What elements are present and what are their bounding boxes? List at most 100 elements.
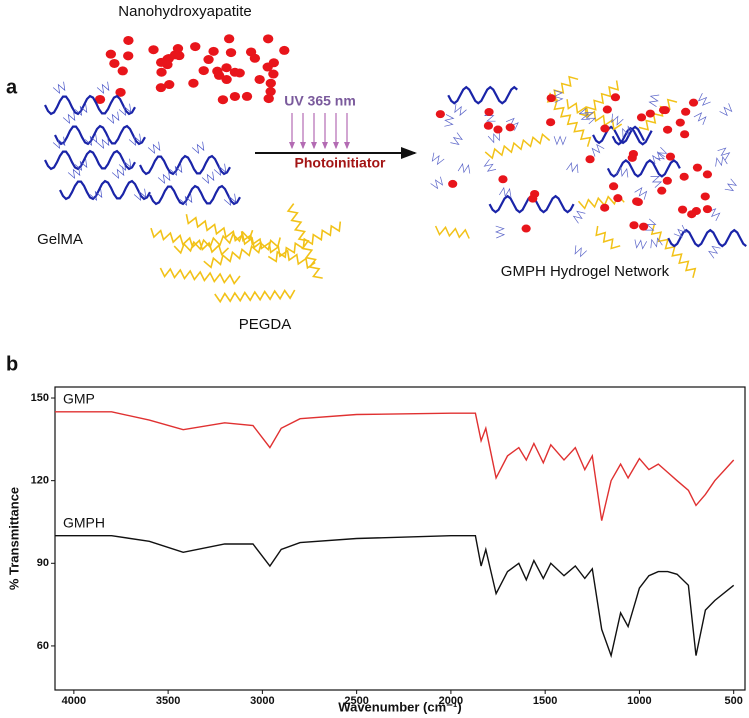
zigzag-chain <box>96 136 110 149</box>
zigzag-chain <box>648 94 660 107</box>
zigzag-chain <box>450 132 463 146</box>
particle <box>680 130 690 139</box>
zigzag-chain <box>201 171 215 184</box>
label: GelMA <box>37 231 83 248</box>
zigzag-chain <box>213 163 227 176</box>
zigzag-chain <box>128 133 142 146</box>
x-tick-label: 500 <box>725 695 743 707</box>
x-tick-label: 3500 <box>156 695 180 707</box>
particle <box>198 66 209 76</box>
zigzag-chain <box>574 245 587 258</box>
particle <box>679 172 689 181</box>
particle <box>585 155 595 164</box>
zigzag-chain <box>650 175 663 188</box>
particle <box>148 45 159 55</box>
polymer-chain <box>667 228 747 248</box>
particle <box>702 205 713 214</box>
particle <box>681 107 691 116</box>
zigzag-chain <box>169 163 183 176</box>
particle <box>123 35 134 45</box>
zigzag-chain <box>693 112 707 126</box>
particle <box>628 149 638 158</box>
zigzag-chain <box>707 208 721 222</box>
zigzag-chain <box>487 131 500 144</box>
zigzag-chain <box>615 166 629 178</box>
particle <box>265 87 276 97</box>
particle <box>483 121 494 130</box>
zigzag-chain <box>655 147 668 160</box>
schematic <box>44 34 747 304</box>
particle <box>249 53 261 63</box>
panel-label: b <box>6 353 18 375</box>
zigzag-chain <box>157 171 171 184</box>
series-line <box>55 411 735 521</box>
particle <box>600 203 610 212</box>
zigzag-chain <box>118 158 132 171</box>
zigzag-chain <box>578 108 591 121</box>
zigzag-chain <box>499 186 512 198</box>
zigzag-chain <box>715 155 728 167</box>
zigzag-chain <box>96 81 110 94</box>
particle <box>208 46 219 56</box>
zigzag-chain <box>483 159 497 172</box>
particle <box>632 197 642 206</box>
particle <box>528 194 538 203</box>
label: Photoinitiator <box>295 155 387 171</box>
particle <box>687 210 697 219</box>
zigzag-chain <box>719 103 733 117</box>
particle <box>155 83 167 93</box>
x-tick-label: 1000 <box>627 695 651 707</box>
particle <box>223 34 235 44</box>
panel-label: a <box>6 76 18 98</box>
zigzag-chain <box>267 221 342 263</box>
polymer-chain <box>592 125 646 145</box>
zigzag-chain <box>572 210 586 224</box>
zigzag-chain <box>566 99 623 131</box>
zigzag-chain <box>457 162 471 174</box>
series-label: GMP <box>63 390 95 406</box>
particle <box>164 80 175 90</box>
particle <box>279 45 290 55</box>
particle <box>677 205 688 214</box>
zigzag-chain <box>185 214 262 249</box>
zigzag-chain <box>638 98 678 131</box>
particle <box>169 50 181 60</box>
particle <box>546 118 556 127</box>
particle <box>657 186 667 195</box>
zigzag-chain <box>240 231 316 270</box>
zigzag-chain <box>147 141 161 154</box>
zigzag-chain <box>634 239 648 250</box>
particle <box>675 118 685 127</box>
series-label: GMPH <box>63 514 105 530</box>
series-line <box>55 535 735 659</box>
particle <box>217 95 229 105</box>
polymer-chain <box>44 149 136 171</box>
zigzag-chain <box>611 113 624 126</box>
zigzag-chain <box>622 125 635 138</box>
zigzag-chain <box>650 237 663 249</box>
zigzag-chain <box>697 93 711 106</box>
zigzag-chain <box>179 193 193 206</box>
particle <box>115 87 126 97</box>
zigzag-chain <box>191 141 205 154</box>
particle <box>109 58 120 68</box>
particle <box>262 34 274 44</box>
particle <box>268 58 279 68</box>
particle <box>629 221 639 230</box>
particle <box>221 63 232 73</box>
particle <box>662 176 672 185</box>
zigzag-chain <box>584 112 597 125</box>
zigzag-chain <box>673 224 687 238</box>
label: Nanohydroxyapatite <box>118 3 251 20</box>
zigzag-chain <box>566 162 579 174</box>
zigzag-chain <box>434 225 470 239</box>
label: GMPH Hydrogel Network <box>501 263 670 280</box>
x-tick-label: 1500 <box>533 695 557 707</box>
particle <box>505 123 515 132</box>
particle <box>645 109 655 118</box>
label: UV 365 nm <box>284 93 356 109</box>
zigzag-chain <box>431 152 445 166</box>
zigzag-chain <box>578 80 620 118</box>
particle <box>521 224 531 233</box>
particle <box>241 91 253 101</box>
